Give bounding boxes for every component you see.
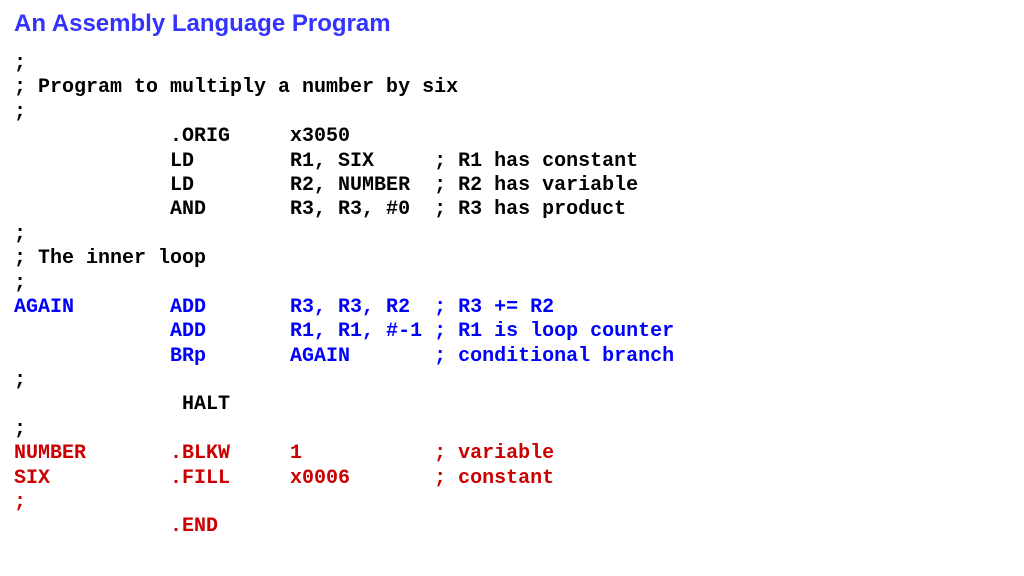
code-line-13: ;	[14, 369, 1010, 393]
code-line-14: HALT	[14, 393, 1010, 417]
code-line-18: ;	[14, 491, 1010, 515]
code-line-2: ;	[14, 101, 1010, 125]
code-line-15: ;	[14, 418, 1010, 442]
code-line-1: ; Program to multiply a number by six	[14, 76, 1010, 100]
page-title: An Assembly Language Program	[14, 10, 1010, 38]
assembly-code-block: ; ; Program to multiply a number by six;…	[14, 52, 1010, 540]
code-line-6: AND R3, R3, #0 ; R3 has product	[14, 198, 1010, 222]
code-line-17: SIX .FILL x0006 ; constant	[14, 467, 1010, 491]
code-line-12: BRp AGAIN ; conditional branch	[14, 345, 1010, 369]
code-line-16: NUMBER .BLKW 1 ; variable	[14, 442, 1010, 466]
code-line-0: ;	[14, 52, 1010, 76]
code-line-19: .END	[14, 515, 1010, 539]
code-line-11: ADD R1, R1, #-1 ; R1 is loop counter	[14, 320, 1010, 344]
code-line-7: ;	[14, 223, 1010, 247]
code-line-9: ;	[14, 272, 1010, 296]
code-line-5: LD R2, NUMBER ; R2 has variable	[14, 174, 1010, 198]
code-line-10: AGAIN ADD R3, R3, R2 ; R3 += R2	[14, 296, 1010, 320]
code-line-3: .ORIG x3050	[14, 125, 1010, 149]
code-line-8: ; The inner loop	[14, 247, 1010, 271]
code-line-4: LD R1, SIX ; R1 has constant	[14, 150, 1010, 174]
